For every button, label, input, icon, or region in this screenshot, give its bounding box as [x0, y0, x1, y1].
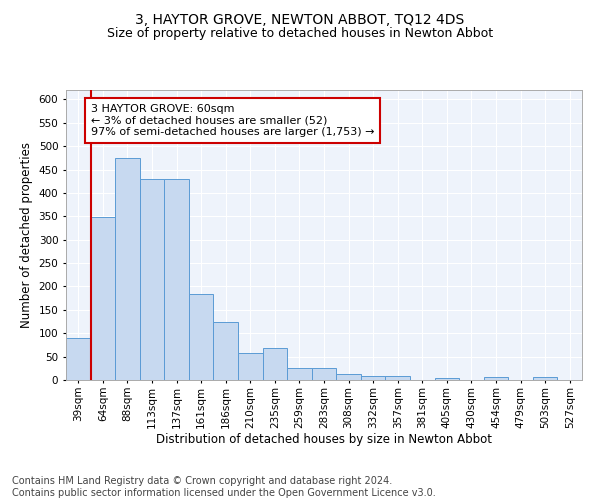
- Y-axis label: Number of detached properties: Number of detached properties: [20, 142, 33, 328]
- Bar: [434, 378, 459, 380]
- Text: Contains HM Land Registry data © Crown copyright and database right 2024.
Contai: Contains HM Land Registry data © Crown c…: [12, 476, 436, 498]
- Bar: [312, 368, 336, 380]
- Bar: [361, 376, 385, 380]
- Bar: [238, 354, 263, 380]
- X-axis label: Distribution of detached houses by size in Newton Abbot: Distribution of detached houses by size …: [156, 433, 492, 446]
- Bar: [164, 179, 189, 380]
- Text: Size of property relative to detached houses in Newton Abbot: Size of property relative to detached ho…: [107, 28, 493, 40]
- Bar: [385, 376, 410, 380]
- Bar: [189, 294, 214, 380]
- Text: 3 HAYTOR GROVE: 60sqm
← 3% of detached houses are smaller (52)
97% of semi-detac: 3 HAYTOR GROVE: 60sqm ← 3% of detached h…: [91, 104, 374, 137]
- Bar: [91, 217, 115, 380]
- Bar: [263, 348, 287, 380]
- Bar: [115, 158, 140, 380]
- Bar: [287, 368, 312, 380]
- Bar: [484, 376, 508, 380]
- Bar: [533, 376, 557, 380]
- Text: 3, HAYTOR GROVE, NEWTON ABBOT, TQ12 4DS: 3, HAYTOR GROVE, NEWTON ABBOT, TQ12 4DS: [136, 12, 464, 26]
- Bar: [66, 338, 91, 380]
- Bar: [336, 374, 361, 380]
- Bar: [214, 322, 238, 380]
- Bar: [140, 179, 164, 380]
